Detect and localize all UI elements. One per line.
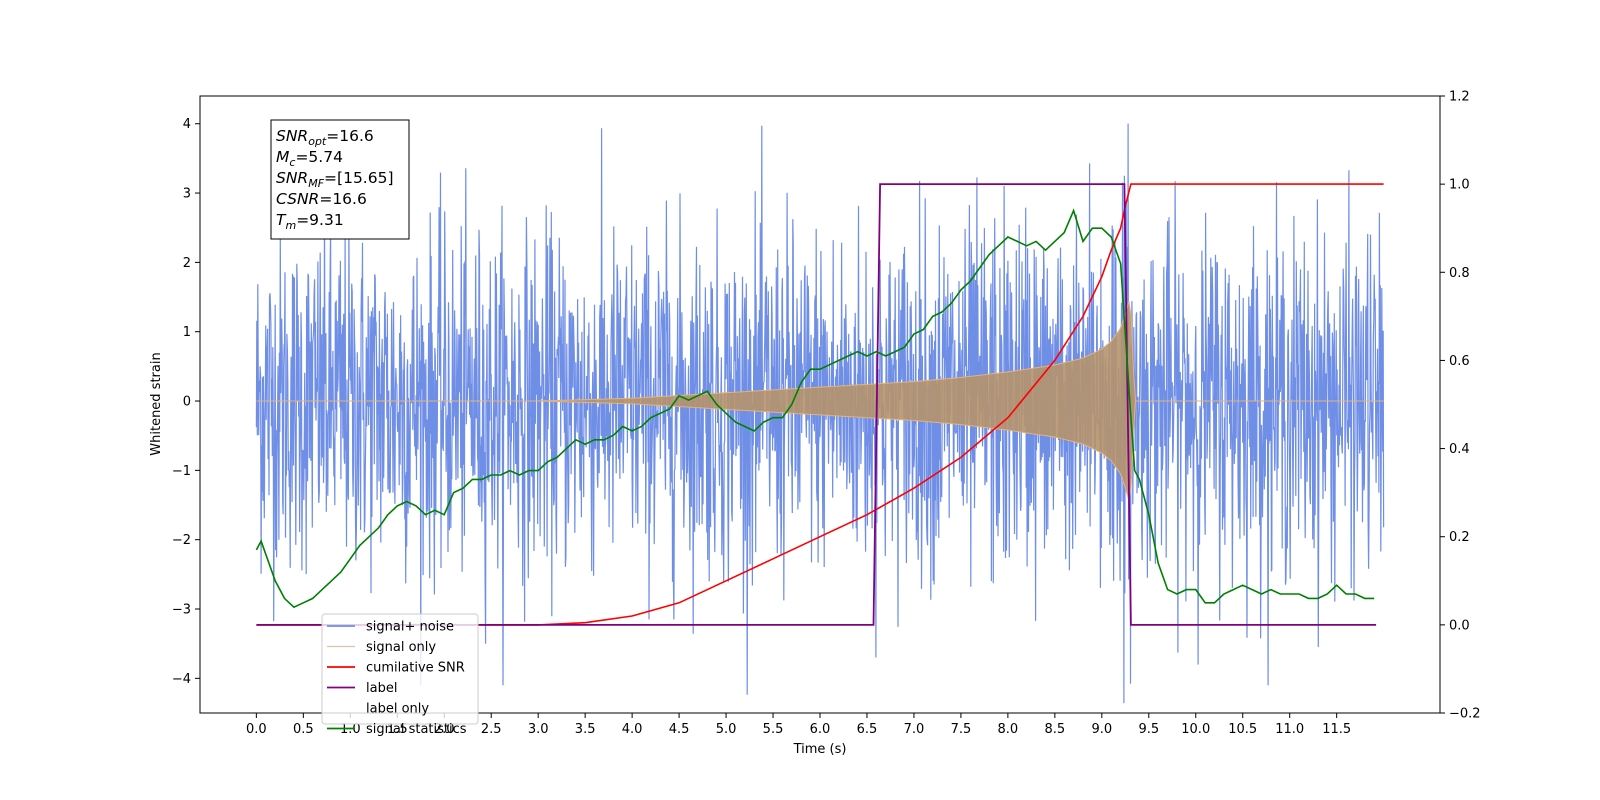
annotation-frame [270, 119, 410, 240]
x-tick-label: 11.0 [1275, 722, 1304, 737]
annotation-box: SNRopt=16.6Mc=5.74SNRMF=[15.65]CSNR=16.6… [270, 119, 410, 240]
x-tick-label: 11.5 [1322, 722, 1351, 737]
y-tick-label: 0 [183, 395, 191, 410]
y2-tick-label: 1.2 [1449, 90, 1470, 105]
annotation-line: Tm=9.31 [276, 211, 344, 232]
x-tick-label: 3.5 [575, 722, 596, 737]
x-tick-label: 7.5 [951, 722, 972, 737]
x-tick-label: 3.0 [528, 722, 549, 737]
y-tick-label: −3 [172, 603, 191, 618]
y2-tick-label: 0.0 [1449, 618, 1470, 633]
legend-label: label only [366, 702, 429, 717]
series-signal-plus-noise [255, 123, 1385, 704]
y2-tick-label: 1.0 [1449, 178, 1470, 193]
y-tick-label: −1 [172, 464, 191, 479]
series-cumulative-snr [256, 183, 1384, 626]
x-axis: 0.0 0.5 1.0 1.5 2.0 2.5 3.0 3.5 4.0 4.5 5.0 5.5 6.0 6… [246, 713, 1351, 737]
y2-tick-label: 0.6 [1449, 354, 1470, 369]
x-tick-label: 1.5 [387, 722, 408, 737]
legend-label: cumilative SNR [366, 661, 465, 676]
annotation-line: SNRopt=16.6 [276, 127, 374, 148]
x-tick-label: 6.5 [857, 722, 878, 737]
legend-label: signal statistics [366, 722, 467, 737]
legend: signal+ noise signal only cumilative SNR la… [321, 613, 479, 737]
y-tick-label: 4 [183, 117, 191, 132]
annotation-line: SNRMF=[15.65] [276, 169, 394, 190]
y-tick-label: 3 [183, 187, 191, 202]
x-tick-label: 0.5 [293, 722, 314, 737]
x-tick-label: 5.5 [763, 722, 784, 737]
x-tick-label: 10.5 [1228, 722, 1257, 737]
x-tick-label: 2.0 [434, 722, 455, 737]
y-axis-left: −4 −3 −2 −1 0 1 2 3 4 [172, 117, 200, 687]
series-signal-statistics [255, 208, 1375, 609]
series-label [256, 183, 1377, 626]
x-tick-label: 9.0 [1091, 722, 1112, 737]
x-tick-label: 8.0 [998, 722, 1019, 737]
series-layer [255, 123, 1385, 704]
x-tick-label: 2.5 [481, 722, 502, 737]
y-axis-right: −0.2 0.0 0.2 0.4 0.6 0.8 1.0 1.2 [1440, 90, 1481, 722]
x-tick-label: 1.0 [340, 722, 361, 737]
x-tick-label: 0.0 [246, 722, 267, 737]
legend-frame [321, 613, 479, 725]
x-tick-label: 5.0 [716, 722, 737, 737]
annotation-line: Mc=5.74 [276, 148, 343, 169]
annotation-line: CSNR=16.6 [276, 190, 367, 208]
x-tick-label: 7.0 [904, 722, 925, 737]
x-tick-label: 6.0 [810, 722, 831, 737]
x-tick-label: 4.0 [622, 722, 643, 737]
y-tick-label: −4 [172, 672, 191, 687]
x-tick-label: 4.5 [669, 722, 690, 737]
y2-tick-label: 0.4 [1449, 442, 1470, 457]
x-tick-label: 10.0 [1181, 722, 1210, 737]
x-tick-label: 9.5 [1138, 722, 1159, 737]
legend-label: signal+ noise [366, 620, 454, 635]
series-signal-only [256, 301, 1384, 502]
legend-label: signal only [366, 640, 436, 655]
y-tick-label: 1 [183, 325, 191, 340]
legend-label: label [366, 681, 397, 696]
x-axis-label: Time (s) [793, 742, 847, 757]
y2-tick-label: 0.8 [1449, 266, 1470, 281]
y-axis-label: Whitened strain [149, 352, 164, 455]
y-tick-label: −2 [172, 533, 191, 548]
y2-tick-label: −0.2 [1449, 707, 1481, 722]
y-tick-label: 2 [183, 256, 191, 271]
x-tick-label: 8.5 [1045, 722, 1066, 737]
y2-tick-label: 0.2 [1449, 530, 1470, 545]
